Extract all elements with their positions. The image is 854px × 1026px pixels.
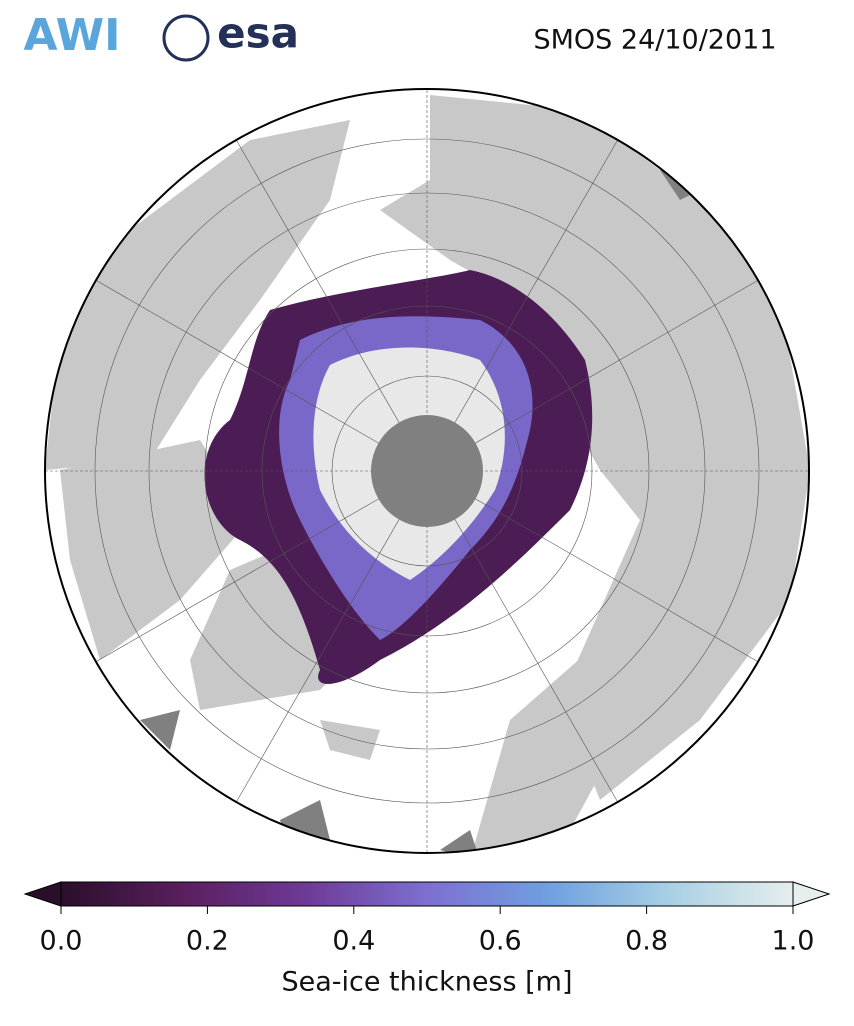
land <box>45 95 809 853</box>
esa-logo-mark <box>162 14 210 62</box>
colorbar-tick-label: 0.6 <box>479 926 522 957</box>
colorbar-tick-label: 0.2 <box>186 926 229 957</box>
map-title: SMOS 24/10/2011 <box>533 25 776 56</box>
colorbar-tick-label: 0.0 <box>40 926 83 957</box>
map <box>45 89 809 853</box>
colorbar-tick-label: 1.0 <box>772 926 815 957</box>
colorbar <box>23 881 831 914</box>
pole-hole <box>371 415 483 527</box>
esa-logo: esa <box>217 9 299 58</box>
map-border <box>44 88 810 854</box>
colorbar-extend-low <box>23 881 62 907</box>
colorbar-tick-label: 0.4 <box>332 926 375 957</box>
colorbar-label: Sea-ice thickness [m] <box>281 967 572 998</box>
colorbar-tick-label: 0.8 <box>625 926 668 957</box>
colorbar-extend-high <box>792 881 831 907</box>
colorbar-bar <box>60 881 794 907</box>
awi-logo: AWI <box>24 10 121 61</box>
